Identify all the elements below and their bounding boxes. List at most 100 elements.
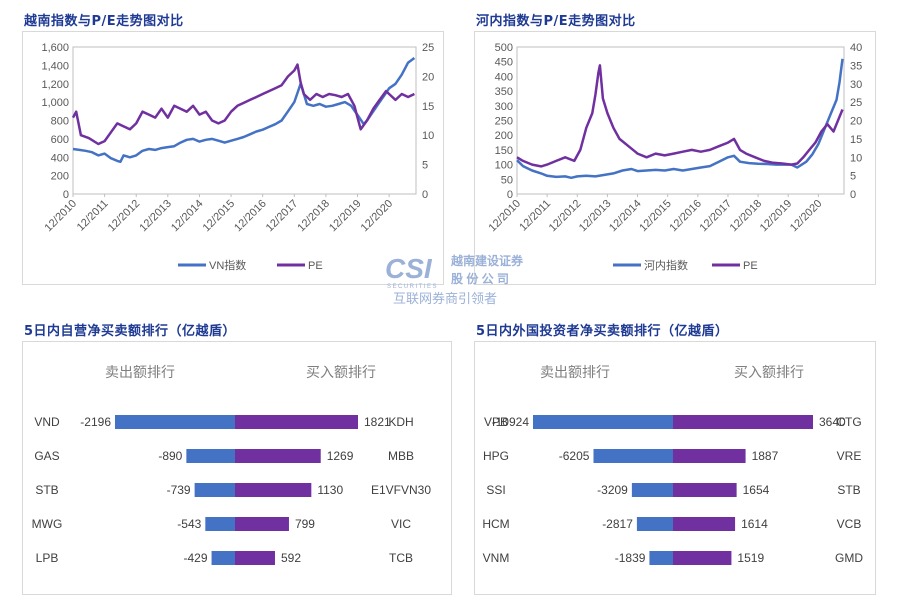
y-left-tick-label: 500 [495, 42, 513, 54]
chart-title-vn-index: 越南指数与P/E走势图对比 [24, 14, 184, 29]
series-line-index [516, 58, 844, 180]
y-right-tick-label: 20 [850, 116, 862, 128]
buy-header: 买入额排行 [734, 364, 804, 380]
buy-bar [673, 449, 746, 463]
y-right-tick-label: 25 [850, 97, 862, 109]
sell-stock-name: HPG [483, 449, 509, 463]
buy-bar [235, 551, 275, 565]
x-tick-label: 12/2010 [43, 198, 80, 235]
x-tick-label: 12/2019 [327, 198, 364, 235]
sell-stock-name: VPB [484, 415, 508, 429]
buy-value-label: 1614 [741, 517, 768, 531]
x-tick-label: 12/2014 [169, 198, 206, 235]
proprietary-net-trade-bar-chart: 卖出额排行 买入额排行 VND KDH -2196 1821 GAS MBB -890 1269 S… [32, 364, 431, 565]
sell-stock-name: GAS [34, 449, 59, 463]
x-tick-label: 12/2012 [547, 198, 584, 235]
y-left-tick-label: 600 [51, 134, 69, 146]
x-tick-label: 12/2017 [697, 198, 734, 235]
y-right-tick-label: 10 [850, 152, 862, 164]
x-tick-label: 12/2020 [788, 198, 825, 235]
sell-bar [636, 517, 673, 531]
buy-value-label: 1821 [364, 415, 391, 429]
buy-bar [673, 483, 737, 497]
x-tick-label: 12/2016 [667, 198, 704, 235]
foreign-ranking-panel: 卖出额排行 买入额排行 VPB CTG -10924 3640 HPG VRE -6205 188… [474, 341, 876, 595]
sell-value-label: -2817 [602, 517, 633, 531]
x-tick-label: 12/2015 [201, 198, 238, 235]
y-left-tick-label: 350 [495, 86, 513, 98]
buy-value-label: 1887 [752, 449, 779, 463]
sell-value-label: -429 [184, 551, 208, 565]
y-left-tick-label: 450 [495, 57, 513, 69]
sell-bar [533, 415, 673, 429]
sell-value-label: -2196 [80, 415, 111, 429]
buy-value-label: 1519 [737, 551, 764, 565]
logo-subtext: SECURITIES [387, 284, 438, 290]
x-tick-label: 12/2011 [75, 198, 111, 234]
foreign-net-trade-bar-chart: 卖出额排行 买入额排行 VPB CTG -10924 3640 HPG VRE -6205 188… [482, 364, 863, 565]
buy-value-label: 799 [295, 517, 315, 531]
sell-bar [631, 483, 673, 497]
y-left-tick-label: 200 [495, 130, 513, 142]
company-watermark: CSI SECURITIES 越南建设证券 股 份 公 司 互联网券商引领者 [383, 251, 538, 311]
proprietary-ranking-panel: 卖出额排行 买入额排行 VND KDH -2196 1821 GAS MBB -890 1269 S… [22, 341, 452, 595]
y-right-tick-label: 20 [422, 71, 434, 83]
sell-value-label: -543 [177, 517, 201, 531]
series-line-pe [516, 64, 844, 168]
legend-label: 河内指数 [644, 258, 688, 272]
buy-stock-name: GMD [835, 551, 863, 565]
x-tick-label: 12/2013 [577, 198, 614, 235]
y-left-tick-label: 200 [51, 171, 69, 183]
buy-stock-name: MBB [388, 449, 414, 463]
y-left-tick-label: 50 [501, 174, 513, 186]
vn-index-pe-line-chart: 0 200 400 600 800 1,000 1,200 1,400 1,600 0 5 10 15 2… [41, 42, 434, 272]
y-right-tick-label: 0 [422, 189, 428, 201]
plot-area [516, 46, 845, 195]
x-tick-label: 12/2015 [637, 198, 674, 235]
x-tick-label: 12/2013 [137, 198, 174, 235]
chart-title-hnx-index: 河内指数与P/E走势图对比 [476, 14, 636, 29]
buy-stock-name: VRE [837, 449, 862, 463]
buy-bar [673, 517, 736, 531]
buy-value-label: 1130 [317, 483, 343, 497]
y-right-tick-label: 25 [422, 42, 434, 54]
chart-title-proprietary-ranking: 5日内自营净买卖额排行（亿越盾） [24, 324, 237, 339]
chart-title-foreign-ranking: 5日内外国投资者净买卖额排行（亿越盾） [476, 324, 729, 339]
y-left-tick-label: 800 [51, 116, 69, 128]
vn-index-chart-panel: 0 200 400 600 800 1,000 1,200 1,400 1,600 0 5 10 15 2… [22, 31, 444, 285]
sell-stock-name: MWG [32, 517, 63, 531]
buy-stock-name: VCB [837, 517, 862, 531]
sell-value-label: -10924 [492, 415, 530, 429]
csi-logo: CSI SECURITIES 越南建设证券 股 份 公 司 互联网券商引领者 [385, 253, 524, 306]
y-left-tick-label: 100 [495, 160, 513, 172]
sell-header: 卖出额排行 [540, 364, 610, 380]
y-left-tick-label: 250 [495, 116, 513, 128]
logo-text: CSI [385, 253, 433, 284]
x-tick-label: 12/2018 [295, 198, 332, 235]
x-tick-label: 12/2016 [232, 198, 269, 235]
sell-value-label: -6205 [559, 449, 590, 463]
y-left-tick-label: 1,600 [41, 42, 69, 54]
legend-label: VN指数 [209, 258, 246, 272]
buy-bar [235, 415, 358, 429]
sell-bar [649, 551, 673, 565]
buy-bar [673, 415, 813, 429]
hnx-index-pe-line-chart: 0 50 100 150 200 250 300 350 400 450 500 0 5 10 15 20 25… [487, 42, 863, 272]
y-left-tick-label: 0 [507, 189, 513, 201]
y-left-tick-label: 0 [63, 189, 69, 201]
buy-stock-name: E1VFVN30 [371, 483, 431, 497]
buy-bar [235, 449, 321, 463]
y-right-tick-label: 40 [850, 42, 862, 54]
buy-stock-name: STB [837, 483, 860, 497]
sell-value-label: -1839 [615, 551, 646, 565]
hnx-index-chart-panel: 0 50 100 150 200 250 300 350 400 450 500 0 5 10 15 20 25… [474, 31, 876, 285]
x-tick-label: 12/2010 [487, 198, 524, 235]
series-line-index [72, 56, 416, 164]
y-left-tick-label: 400 [51, 152, 69, 164]
buy-value-label: 1654 [743, 483, 770, 497]
sell-bar [211, 551, 235, 565]
buy-value-label: 1269 [327, 449, 354, 463]
sell-stock-name: VND [34, 415, 60, 429]
y-left-tick-label: 1,000 [41, 97, 69, 109]
sell-value-label: -3209 [597, 483, 628, 497]
